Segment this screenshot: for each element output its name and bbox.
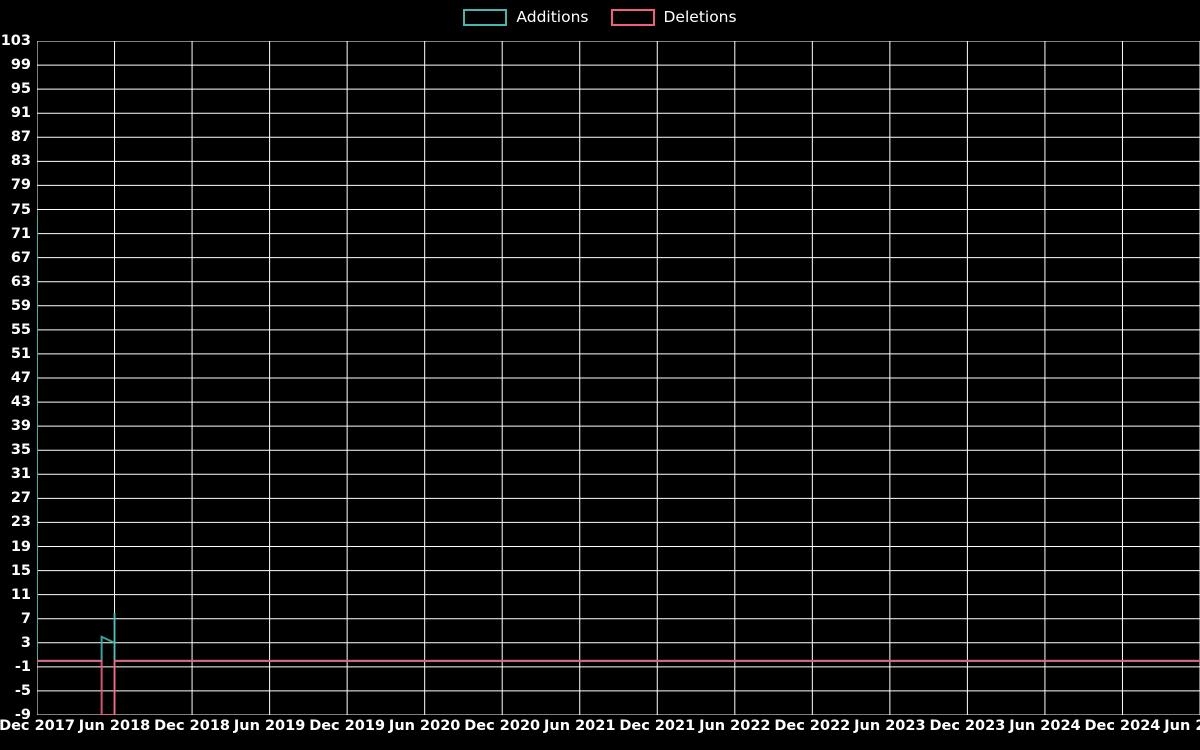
y-tick-label: 7 xyxy=(20,610,31,627)
legend-swatch-additions xyxy=(463,8,508,26)
y-tick-label: -1 xyxy=(14,658,31,675)
series-line-additions xyxy=(37,215,1200,662)
y-tick-label: 15 xyxy=(10,562,31,579)
y-tick-label: 71 xyxy=(10,225,31,242)
x-tick-label: Dec 2021 xyxy=(619,718,696,734)
x-tick-label: Jun 2022 xyxy=(699,718,771,734)
y-tick-label: 75 xyxy=(10,201,31,218)
x-tick-label: Jun 2018 xyxy=(78,718,151,734)
y-tick-label: 51 xyxy=(10,345,31,362)
legend-label-deletions: Deletions xyxy=(663,8,737,26)
y-tick-label: 35 xyxy=(10,442,31,459)
x-axis: Dec 2017 Jun 2018 Dec 2018 Jun 2019 Dec 2019… xyxy=(0,718,1200,750)
legend-label-additions: Additions xyxy=(516,8,589,26)
legend-item-deletions[interactable]: Deletions xyxy=(610,8,737,26)
y-tick-label: 91 xyxy=(10,105,31,122)
y-tick-label: 31 xyxy=(10,466,31,483)
x-tick-label: Jun 2024 xyxy=(1009,718,1081,734)
x-tick-label: Jun 2020 xyxy=(388,718,461,734)
y-tick-label: 83 xyxy=(10,153,31,170)
x-tick-label: Dec 2017 xyxy=(0,718,75,734)
legend-swatch-deletions xyxy=(610,8,655,26)
y-axis: 103 99 95 91 87 83 79 75 71 67 63 59 55 51 47 43 39 35 31 2… xyxy=(0,33,31,723)
plot-area xyxy=(37,41,1200,715)
y-tick-label: 23 xyxy=(10,514,31,531)
y-tick-label: -9 xyxy=(14,707,31,723)
y-tick-label: 11 xyxy=(10,586,31,603)
y-tick-label: -5 xyxy=(14,682,31,699)
y-tick-label: 79 xyxy=(10,177,31,194)
y-tick-label: 95 xyxy=(10,81,31,98)
horizontal-gridlines xyxy=(37,41,1200,715)
y-tick-label: 99 xyxy=(10,57,31,74)
y-tick-label: 87 xyxy=(10,129,31,146)
y-tick-label: 27 xyxy=(10,490,31,507)
legend-item-additions[interactable]: Additions xyxy=(463,8,589,26)
x-tick-label: Jun 2021 xyxy=(543,718,616,734)
y-tick-label: 55 xyxy=(10,321,31,338)
y-tick-label: 59 xyxy=(10,297,31,314)
x-tick-label: Dec 2020 xyxy=(464,718,541,734)
series-line-deletions xyxy=(37,659,1200,715)
y-tick-label: 63 xyxy=(10,273,31,290)
series-layer xyxy=(37,215,1200,715)
x-tick-label: Jun 2019 xyxy=(233,718,306,734)
plot-svg xyxy=(37,41,1200,715)
y-tick-label: 103 xyxy=(0,33,31,49)
x-tick-label: Dec 2018 xyxy=(154,718,230,734)
x-tick-label: Dec 2019 xyxy=(309,718,386,734)
x-tick-label: Dec 2022 xyxy=(774,718,851,734)
y-tick-label: 19 xyxy=(10,538,31,555)
y-tick-label: 39 xyxy=(10,418,31,435)
x-tick-label: Jun 2025 xyxy=(1164,718,1200,734)
y-tick-label: 3 xyxy=(20,634,31,651)
x-tick-label: Jun 2023 xyxy=(854,718,926,734)
vertical-gridlines xyxy=(37,41,1200,715)
x-tick-label: Dec 2023 xyxy=(929,718,1006,734)
chart-legend: Additions Deletions xyxy=(0,0,1200,34)
y-tick-label: 67 xyxy=(10,249,31,266)
x-tick-label: Dec 2024 xyxy=(1084,718,1161,734)
y-tick-label: 47 xyxy=(10,370,31,386)
y-tick-label: 43 xyxy=(10,394,31,411)
